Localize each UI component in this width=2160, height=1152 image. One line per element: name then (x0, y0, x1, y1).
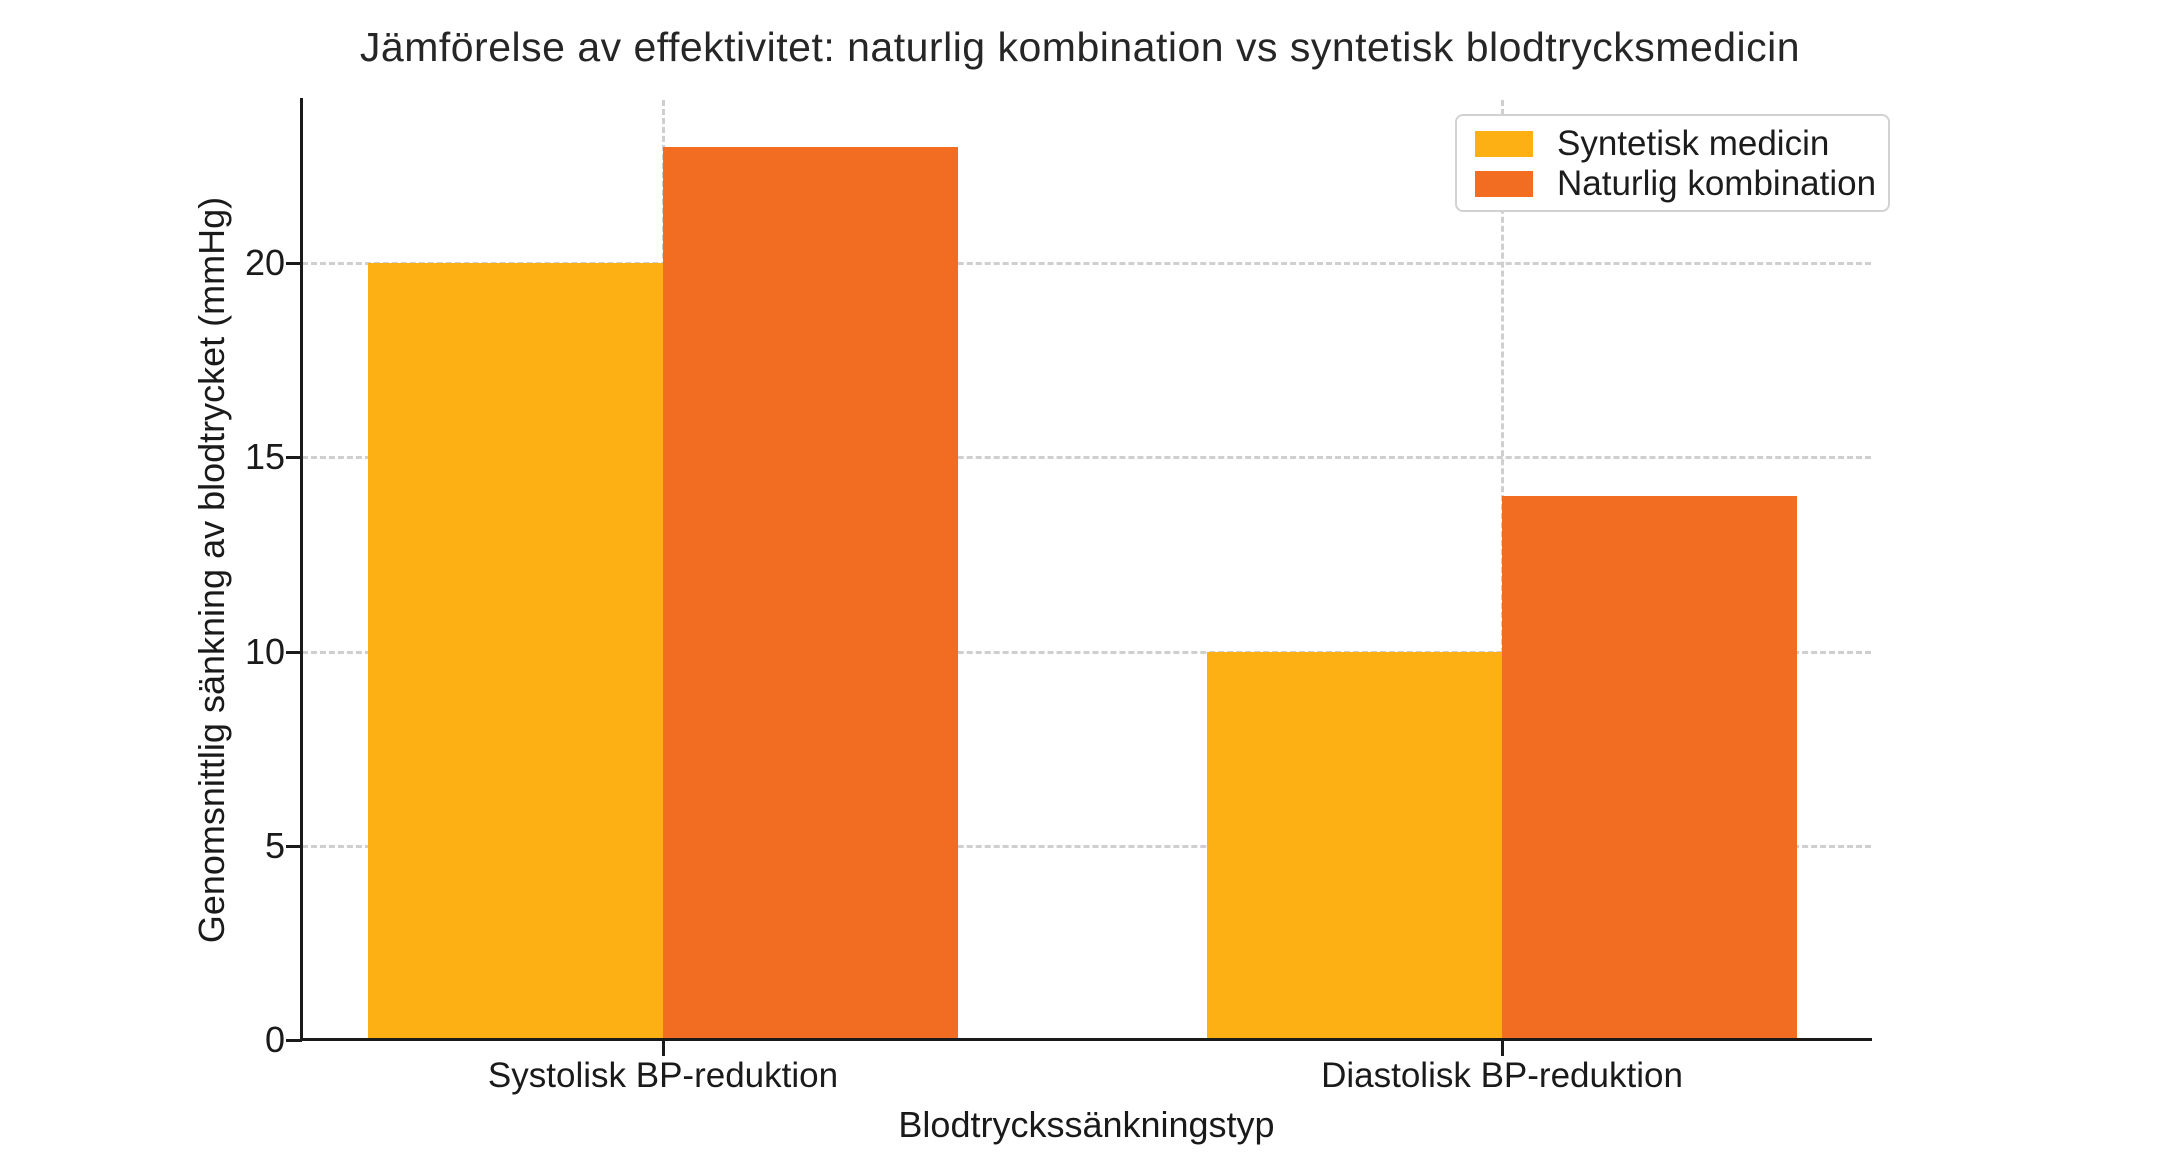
ytick-mark-5 (286, 844, 302, 848)
ytick-label-15: 15 (244, 436, 285, 478)
legend-swatch-naturlig (1475, 171, 1533, 197)
legend-label-syntetisk: Syntetisk medicin (1557, 124, 1830, 163)
ytick-label-10: 10 (244, 630, 285, 672)
legend-item-syntetisk: Syntetisk medicin (1475, 124, 1870, 164)
xtick-mark-1 (1501, 1040, 1504, 1056)
legend-item-naturlig: Naturlig kombination (1475, 164, 1876, 204)
ytick-label-0: 0 (264, 1019, 285, 1060)
gridline-y-15 (302, 456, 1871, 460)
ytick-mark-10 (286, 650, 302, 654)
xtick-label-diastolisk: Diastolisk BP-reduktion (1321, 1056, 1683, 1095)
plot-area (302, 100, 1871, 1040)
legend: Syntetisk medicin Naturlig kombination (1455, 114, 1890, 212)
ytick-label-20: 20 (244, 242, 285, 284)
ytick-label-5: 5 (264, 824, 285, 866)
ytick-mark-0 (286, 1039, 302, 1042)
legend-label-naturlig: Naturlig kombination (1557, 164, 1877, 203)
bar-syntetisk-medicin-1 (1207, 651, 1502, 1040)
y-axis-spine (300, 98, 303, 1041)
gridline-y-20 (302, 262, 1871, 266)
ytick-mark-15 (286, 456, 302, 460)
xtick-label-systolisk: Systolisk BP-reduktion (487, 1056, 839, 1095)
legend-swatch-syntetisk (1475, 131, 1533, 157)
bar-naturlig-kombination-0 (663, 146, 958, 1040)
xtick-mark-0 (662, 1040, 665, 1056)
ytick-mark-20 (286, 262, 302, 266)
x-axis-spine (300, 1038, 1872, 1041)
bar-naturlig-kombination-1 (1502, 496, 1797, 1040)
chart-title: Jämförelse av effektivitet: naturlig kom… (359, 24, 1801, 70)
gridline-y-5 (302, 844, 1871, 848)
gridline-y-10 (302, 650, 1871, 654)
x-axis-label: Blodtryckssänkningstyp (898, 1104, 1275, 1145)
bar-syntetisk-medicin-0 (368, 263, 663, 1040)
